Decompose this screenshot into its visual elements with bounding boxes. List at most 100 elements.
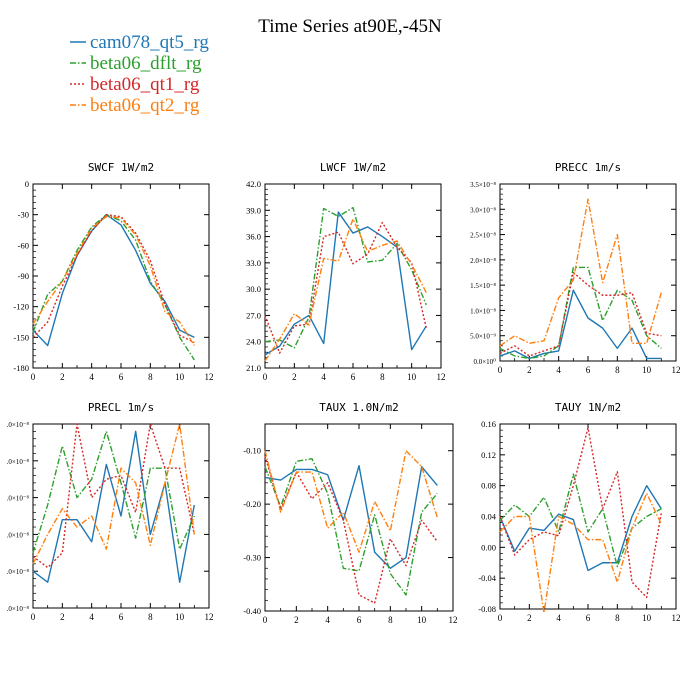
- x-tick-label-1-2: 4: [321, 372, 326, 382]
- series-line-cam078_qt5_rg: [499, 484, 662, 572]
- y-tick-label-0-1: -150: [13, 332, 29, 342]
- x-tick-label-0-1: 2: [60, 372, 65, 382]
- x-tick-label-1-5: 10: [407, 372, 417, 382]
- series-line-beta06_qt1_rg: [32, 423, 196, 569]
- x-tick-label-5-2: 4: [556, 613, 561, 623]
- x-tick-label-1-3: 6: [351, 372, 356, 382]
- series-line-beta06_qt1_rg: [499, 271, 662, 357]
- y-tick-label-2-0: 0.0×10⁰: [473, 358, 496, 366]
- x-tick-label-2-3: 6: [586, 365, 591, 375]
- series-line-beta06_dflt_rg: [264, 206, 427, 349]
- series-line-cam078_qt5_rg: [32, 213, 195, 347]
- x-tick-label-2-5: 10: [642, 365, 652, 375]
- y-tick-label-1-3: 30.0: [246, 284, 261, 294]
- x-tick-label-5-5: 10: [642, 613, 652, 623]
- series-line-beta06_qt1_rg: [32, 213, 195, 344]
- x-tick-label-2-6: 12: [672, 365, 681, 375]
- y-tick-label-1-0: 21.0: [246, 363, 261, 373]
- y-tick-label-1-4: 33.0: [246, 258, 261, 268]
- y-tick-label-5-0: -0.08: [478, 604, 496, 614]
- y-tick-label-3-3: .0×10⁻⁸: [7, 495, 30, 503]
- x-tick-label-5-6: 12: [672, 613, 681, 623]
- x-tick-label-3-2: 4: [89, 612, 94, 622]
- x-tick-label-3-3: 6: [119, 612, 124, 622]
- x-tick-label-3-0: 0: [31, 612, 36, 622]
- y-tick-label-0-4: -60: [18, 240, 29, 250]
- y-tick-label-0-6: 0: [25, 179, 29, 189]
- y-tick-label-1-5: 36.0: [246, 232, 261, 242]
- series-line-beta06_dflt_rg: [32, 430, 195, 554]
- series-line-beta06_qt1_rg: [264, 221, 428, 354]
- series-line-beta06_qt2_rg: [499, 492, 662, 614]
- y-tick-label-3-2: .0×10⁻⁸: [7, 531, 30, 539]
- plot-frame-0: [32, 183, 210, 369]
- y-tick-label-3-5: .0×10⁻⁸: [7, 421, 30, 429]
- panel-title-5: TAUY 1N/m2: [555, 401, 621, 414]
- y-tick-label-2-4: 2.0×10⁻⁸: [470, 257, 496, 265]
- panel-0: SWCF 1W/m2 0 2 4 6 8 10 12 -180 -150 -120 -90 -60 -30…: [13, 161, 213, 382]
- x-tick-label-4-6: 12: [449, 615, 458, 625]
- x-tick-label-2-2: 4: [556, 365, 561, 375]
- y-tick-label-5-5: 0.12: [481, 450, 496, 460]
- x-tick-label-3-5: 10: [175, 612, 185, 622]
- x-tick-label-0-6: 12: [205, 372, 214, 382]
- y-tick-label-5-1: -0.04: [478, 573, 496, 583]
- series-line-cam078_qt5_rg: [32, 430, 196, 583]
- y-tick-label-1-1: 24.0: [246, 337, 261, 347]
- panel-5: TAUY 1N/m2 0 2 4 6 8 10 12 -0.08 -0.04 0.00 0.04 0.0…: [478, 401, 680, 623]
- series-line-beta06_dflt_rg: [32, 213, 195, 361]
- series-line-beta06_qt2_rg: [264, 450, 438, 553]
- panel-title-2: PRECC 1m/s: [555, 161, 621, 174]
- x-tick-label-3-1: 2: [60, 612, 65, 622]
- panel-2: PRECC 1m/s 0 2 4 6 8 10 12 0.0×10⁰ 5.0×10⁻⁹ 1.0×10…: [470, 161, 680, 375]
- legend-label-3: beta06_qt2_rg: [90, 95, 200, 116]
- y-tick-label-1-6: 39.0: [246, 205, 261, 215]
- x-tick-label-4-2: 4: [325, 615, 330, 625]
- y-tick-label-0-5: -30: [18, 210, 29, 220]
- x-tick-label-1-6: 12: [437, 372, 446, 382]
- x-tick-label-0-4: 8: [148, 372, 153, 382]
- series-line-beta06_dflt_rg: [264, 458, 438, 596]
- y-tick-label-3-4: .0×10⁻⁸: [7, 458, 30, 466]
- x-tick-label-1-1: 2: [292, 372, 297, 382]
- panel-title-1: LWCF 1W/m2: [320, 161, 386, 174]
- x-tick-label-0-5: 10: [175, 372, 185, 382]
- x-tick-label-5-4: 8: [615, 613, 620, 623]
- y-tick-label-4-2: -0.20: [243, 499, 261, 509]
- y-tick-label-2-5: 2.5×10⁻⁸: [470, 232, 496, 240]
- y-tick-label-0-2: -120: [13, 302, 29, 312]
- panel-title-3: PRECL 1m/s: [88, 401, 154, 414]
- series-line-cam078_qt5_rg: [499, 289, 662, 360]
- x-tick-label-4-4: 8: [388, 615, 393, 625]
- y-tick-label-1-2: 27.0: [246, 310, 261, 320]
- panels: SWCF 1W/m2 0 2 4 6 8 10 12 -180 -150 -120 -90 -60 -30…: [7, 161, 681, 625]
- y-tick-label-5-3: 0.04: [481, 512, 497, 522]
- series-line-beta06_qt2_rg: [32, 423, 196, 565]
- legend-label-2: beta06_qt1_rg: [90, 74, 200, 95]
- series-line-beta06_qt2_rg: [32, 216, 195, 346]
- x-tick-label-5-1: 2: [527, 613, 532, 623]
- y-tick-label-0-0: -180: [13, 363, 29, 373]
- legend-label-0: cam078_qt5_rg: [90, 32, 209, 53]
- y-tick-label-1-7: 42.0: [246, 179, 261, 189]
- y-tick-label-0-3: -90: [18, 271, 29, 281]
- y-tick-label-4-3: -0.10: [243, 446, 261, 456]
- y-tick-label-2-7: 3.5×10⁻⁸: [470, 181, 496, 189]
- y-tick-label-5-4: 0.08: [481, 481, 496, 491]
- y-tick-label-2-3: 1.5×10⁻⁸: [470, 282, 496, 290]
- x-tick-label-4-1: 2: [294, 615, 299, 625]
- x-tick-label-1-0: 0: [263, 372, 268, 382]
- panel-3: PRECL 1m/s 0 2 4 6 8 10 12 .0×10⁻⁸ .0×10⁻⁸ .0×10⁻⁸…: [7, 401, 214, 622]
- y-tick-label-3-1: .0×10⁻⁸: [7, 568, 30, 576]
- x-tick-label-2-1: 2: [527, 365, 532, 375]
- series-line-beta06_qt1_rg: [499, 427, 663, 599]
- x-tick-label-0-3: 6: [119, 372, 124, 382]
- series-line-cam078_qt5_rg: [264, 464, 438, 569]
- x-tick-label-5-0: 0: [498, 613, 503, 623]
- x-tick-label-3-4: 8: [148, 612, 153, 622]
- x-tick-label-4-0: 0: [263, 615, 268, 625]
- y-tick-label-4-1: -0.30: [243, 553, 261, 563]
- figure-title: Time Series at90E,-45N: [258, 16, 442, 37]
- series-line-beta06_qt2_rg: [499, 198, 663, 347]
